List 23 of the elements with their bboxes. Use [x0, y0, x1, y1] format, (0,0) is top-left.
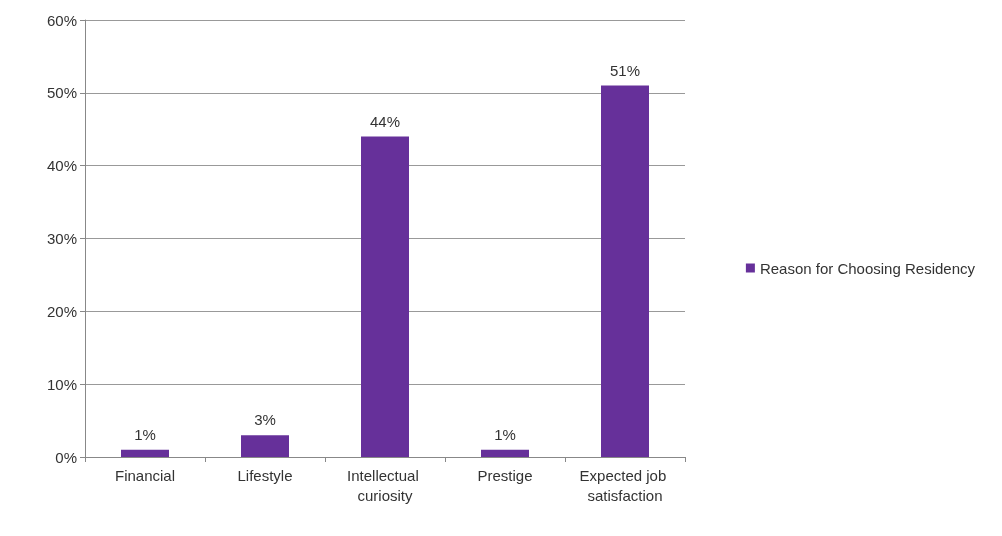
x-tick-label: Financial [114, 466, 176, 484]
y-tick-label: 40% [46, 157, 77, 175]
bar [601, 85, 649, 457]
data-label: 1% [494, 425, 516, 443]
bar [241, 435, 289, 457]
x-tick-label: Lifestyle [237, 466, 293, 484]
x-tick-label: Expected job satisfaction [579, 466, 671, 504]
y-tick-label: 10% [46, 375, 77, 393]
data-label: 44% [369, 112, 401, 130]
y-tick-label: 0% [55, 448, 77, 466]
x-tick-label: Intellectual curiosity [347, 466, 423, 504]
y-tick-label: 30% [46, 230, 77, 247]
y-tick-label: 50% [46, 84, 77, 102]
data-label: 51% [609, 61, 641, 79]
legend-label: Reason for Choosing Residency [759, 259, 976, 277]
y-tick-label: 60% [46, 11, 77, 29]
x-tick-label: Prestige [477, 466, 533, 484]
data-label: 1% [134, 425, 156, 443]
bar [361, 136, 409, 457]
bar [481, 449, 529, 457]
data-label: 3% [254, 411, 276, 429]
bar [121, 449, 169, 457]
y-tick-label: 20% [46, 302, 77, 320]
